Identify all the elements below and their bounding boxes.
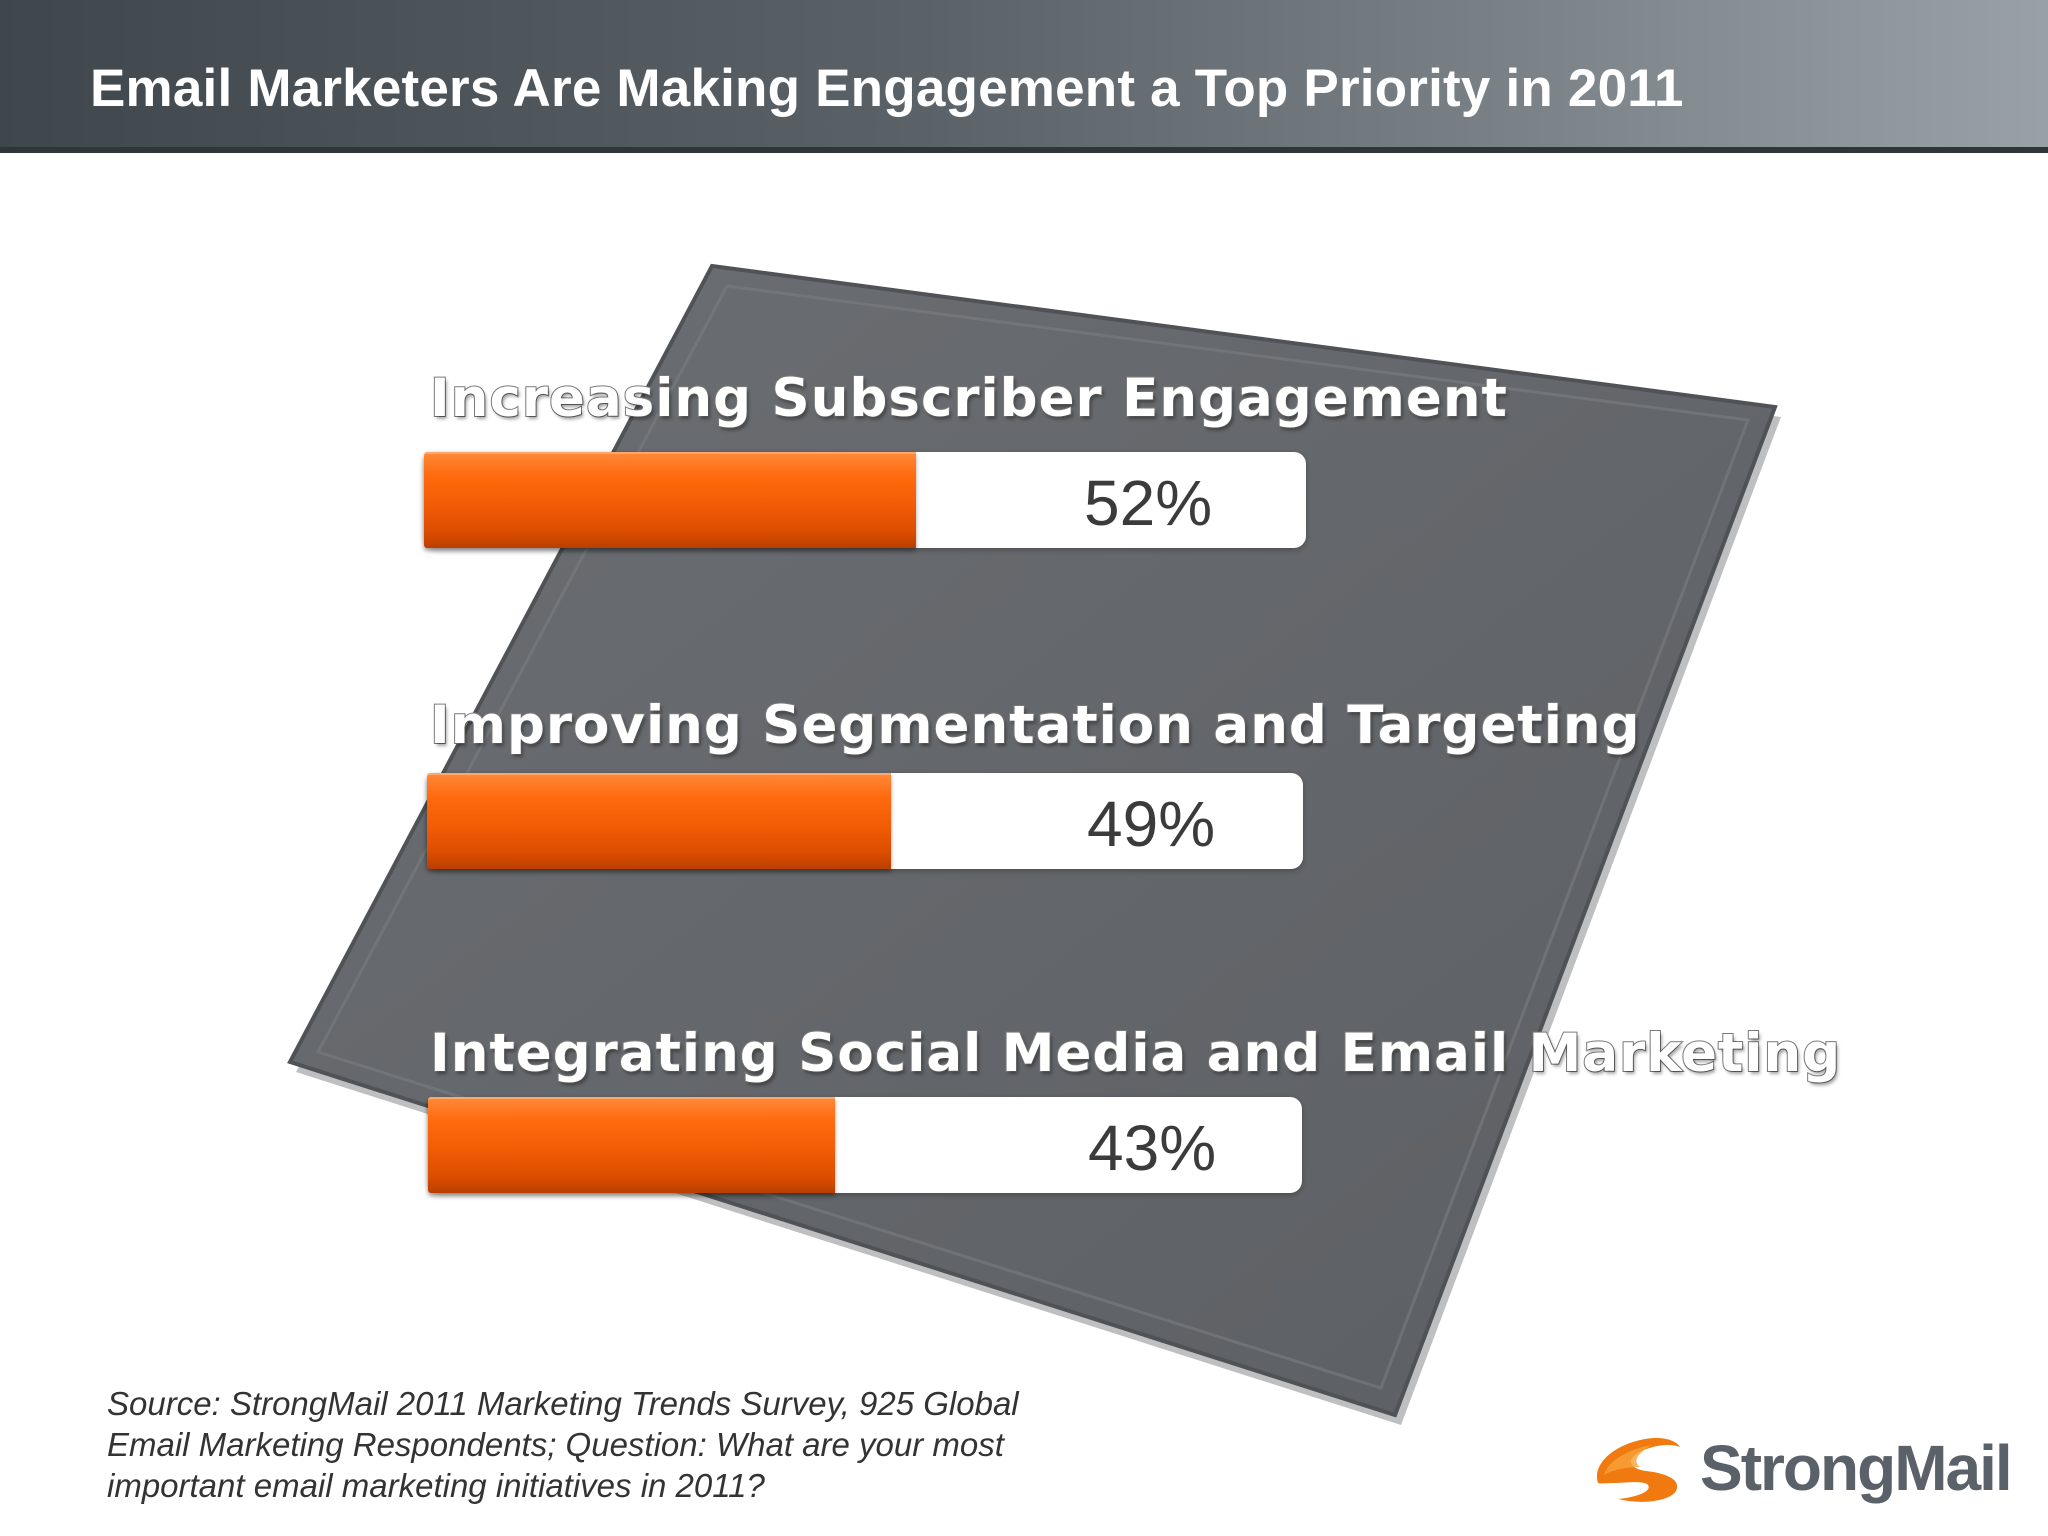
bar-track: 49% [427, 773, 1303, 869]
bar-category-label: Integrating Social Media and Email Marke… [429, 1022, 1842, 1085]
source-note: Source: StrongMail 2011 Marketing Trends… [107, 1385, 1019, 1504]
bar-value-label: 43% [1088, 1112, 1217, 1184]
bar-category-label: Increasing Subscriber Engagement [429, 367, 1508, 430]
bar-track: 52% [424, 452, 1306, 548]
bar-fill [424, 452, 917, 548]
strongmail-logo: StrongMail [1590, 1425, 2020, 1505]
bar-track: 43% [428, 1097, 1302, 1193]
page-title: Email Marketers Are Making Engagement a … [90, 59, 1684, 118]
header-banner: Email Marketers Are Making Engagement a … [0, 0, 2048, 153]
swoosh-logo-icon [1596, 1437, 1680, 1502]
bar-category-label: Improving Segmentation and Targeting [429, 694, 1641, 757]
logo-wordmark: StrongMail [1700, 1432, 2013, 1504]
bar-fill [427, 773, 892, 869]
header-divider [0, 147, 2048, 153]
bar-value-label: 52% [1084, 467, 1213, 539]
bar-value-label: 49% [1087, 788, 1216, 860]
bar-fill [428, 1097, 836, 1193]
